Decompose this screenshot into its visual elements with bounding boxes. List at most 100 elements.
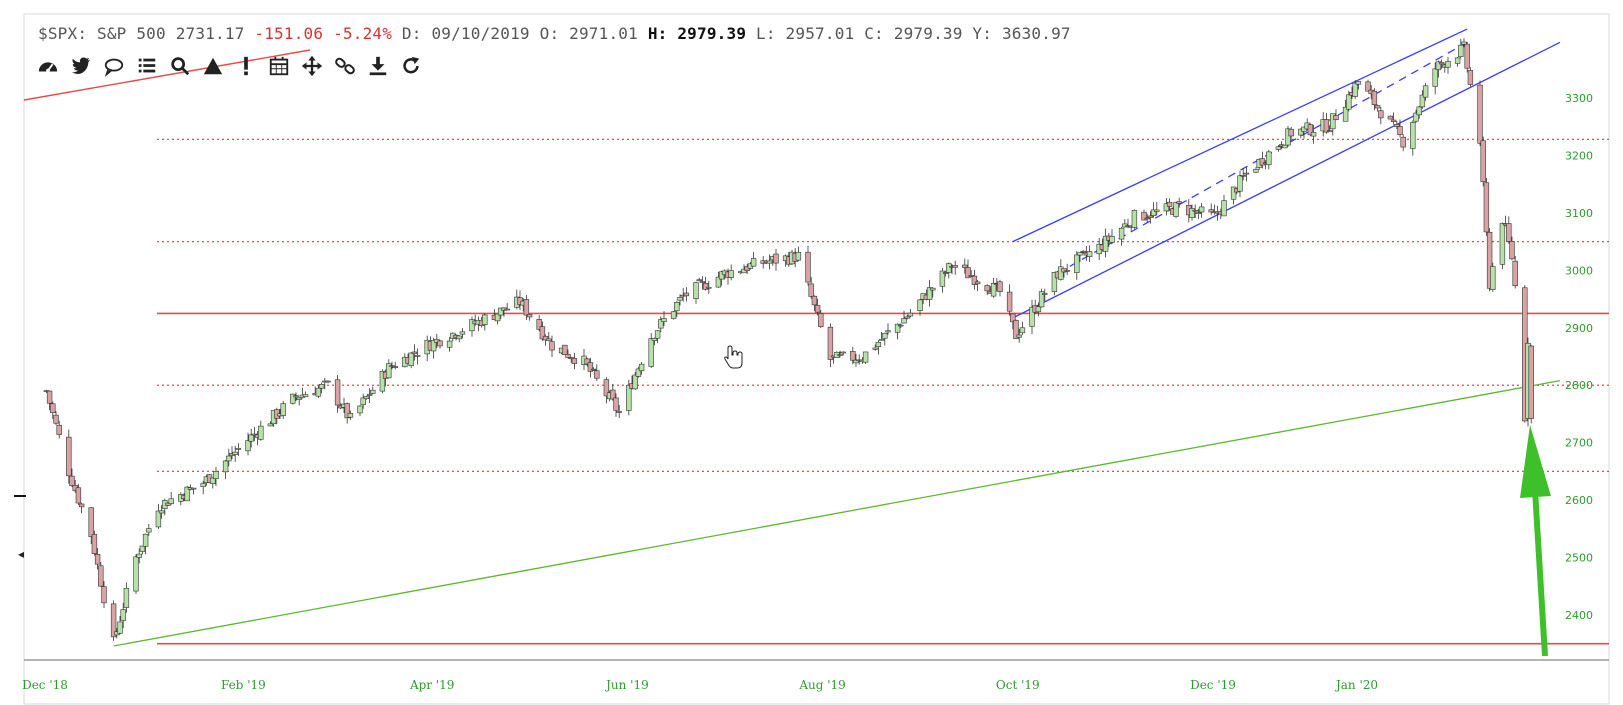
y-tick-label: 3000: [1565, 264, 1593, 277]
candle-body: [635, 368, 642, 377]
candle-body: [91, 534, 98, 554]
candle-body: [952, 265, 958, 268]
candle-body: [878, 339, 885, 341]
candle-body: [1166, 201, 1173, 207]
candle-body: [1365, 81, 1371, 92]
candle-body: [610, 389, 616, 400]
move-icon[interactable]: [300, 54, 324, 78]
candle-body: [469, 319, 475, 332]
candle-body: [808, 283, 814, 297]
candle-body: [1410, 122, 1416, 149]
candle-body: [1154, 209, 1160, 212]
alert-icon[interactable]: [234, 54, 258, 78]
candle-body: [504, 308, 510, 311]
x-tick-label: Apr '19: [409, 678, 454, 692]
candle-body: [1438, 62, 1445, 65]
candle-body: [498, 307, 504, 316]
quote-open: 2971.01: [569, 24, 638, 43]
candle-body: [718, 271, 725, 280]
candle-body: [120, 609, 126, 621]
hand-cursor-icon: [724, 345, 743, 369]
calendar-icon[interactable]: [267, 54, 291, 78]
candle-body: [696, 279, 702, 282]
candle-body: [715, 276, 722, 288]
candle-body: [110, 603, 117, 638]
candle-body: [360, 397, 366, 405]
candle-body: [773, 253, 779, 264]
candle-body: [344, 403, 350, 419]
candle-body: [482, 314, 488, 325]
download-icon[interactable]: [366, 54, 390, 78]
candle-body: [837, 354, 843, 356]
quote-date-label: D:: [401, 24, 422, 43]
list-icon[interactable]: [135, 54, 159, 78]
candle-body: [1016, 334, 1022, 338]
x-tick-label: Dec '18: [22, 678, 68, 692]
y-tick-label: 2600: [1565, 494, 1593, 507]
candle-body: [1374, 105, 1381, 109]
candle-body: [408, 352, 414, 366]
comment-icon[interactable]: [102, 54, 126, 78]
candle-body: [1038, 291, 1045, 308]
triangle-icon[interactable]: [201, 54, 225, 78]
candle-body: [901, 318, 907, 324]
candle-body: [1237, 175, 1243, 192]
candle-body: [1323, 119, 1330, 133]
candle-body: [146, 528, 152, 533]
candle-body: [850, 351, 856, 361]
candle-body: [549, 341, 555, 351]
candle-body: [907, 312, 914, 317]
quote-low: 2957.01: [785, 24, 855, 43]
candle-body: [1058, 266, 1064, 280]
quote-change-pct: -5.24%: [333, 24, 393, 43]
candle-body: [638, 363, 645, 372]
candle-body: [917, 299, 923, 311]
twitter-icon[interactable]: [69, 54, 93, 78]
candle-body: [1240, 175, 1246, 177]
candle-body: [258, 425, 264, 440]
y-tick-label: 2700: [1565, 437, 1593, 450]
candle-body: [584, 358, 590, 365]
y-tick-label: 2800: [1565, 379, 1593, 392]
zoom-icon[interactable]: [168, 54, 192, 78]
candle-body: [1506, 223, 1512, 242]
channel-upper-line: [1012, 28, 1468, 243]
candle-body: [926, 287, 933, 300]
candle-body: [75, 487, 82, 504]
candle-body: [706, 286, 712, 289]
candle-body: [683, 292, 690, 297]
candle-body: [603, 379, 610, 397]
candle-body: [1509, 241, 1515, 260]
candle-body: [123, 588, 130, 608]
candle-body: [1077, 252, 1083, 256]
candle-body: [1467, 70, 1474, 85]
candle-body: [546, 338, 552, 341]
candle-body: [1387, 115, 1394, 120]
candle-body: [363, 396, 370, 399]
quote-open-label: O:: [539, 24, 560, 43]
candle-body: [1307, 124, 1314, 136]
candle-body: [1163, 203, 1170, 212]
candle-body: [446, 340, 453, 348]
candle-body: [562, 344, 568, 356]
candle-body: [1013, 320, 1019, 340]
candle-body: [136, 553, 142, 558]
refresh-icon[interactable]: [399, 54, 423, 78]
candle-body: [46, 390, 53, 404]
candle-body: [213, 471, 219, 479]
candle-body: [1208, 209, 1214, 213]
candle-body: [997, 281, 1003, 292]
quote-name: S&P 500: [97, 24, 166, 43]
dashboard-icon[interactable]: [36, 54, 60, 78]
candle-body: [370, 389, 376, 394]
candle-body: [885, 330, 891, 333]
candle-body: [805, 251, 811, 283]
candle-body: [357, 405, 363, 414]
candle-body: [1051, 272, 1058, 292]
left-arrow-icon[interactable]: ◂: [18, 547, 24, 561]
candle-body: [1189, 208, 1195, 219]
candle-body: [1333, 115, 1339, 120]
candle-body: [1221, 200, 1227, 217]
link-icon[interactable]: [333, 54, 357, 78]
